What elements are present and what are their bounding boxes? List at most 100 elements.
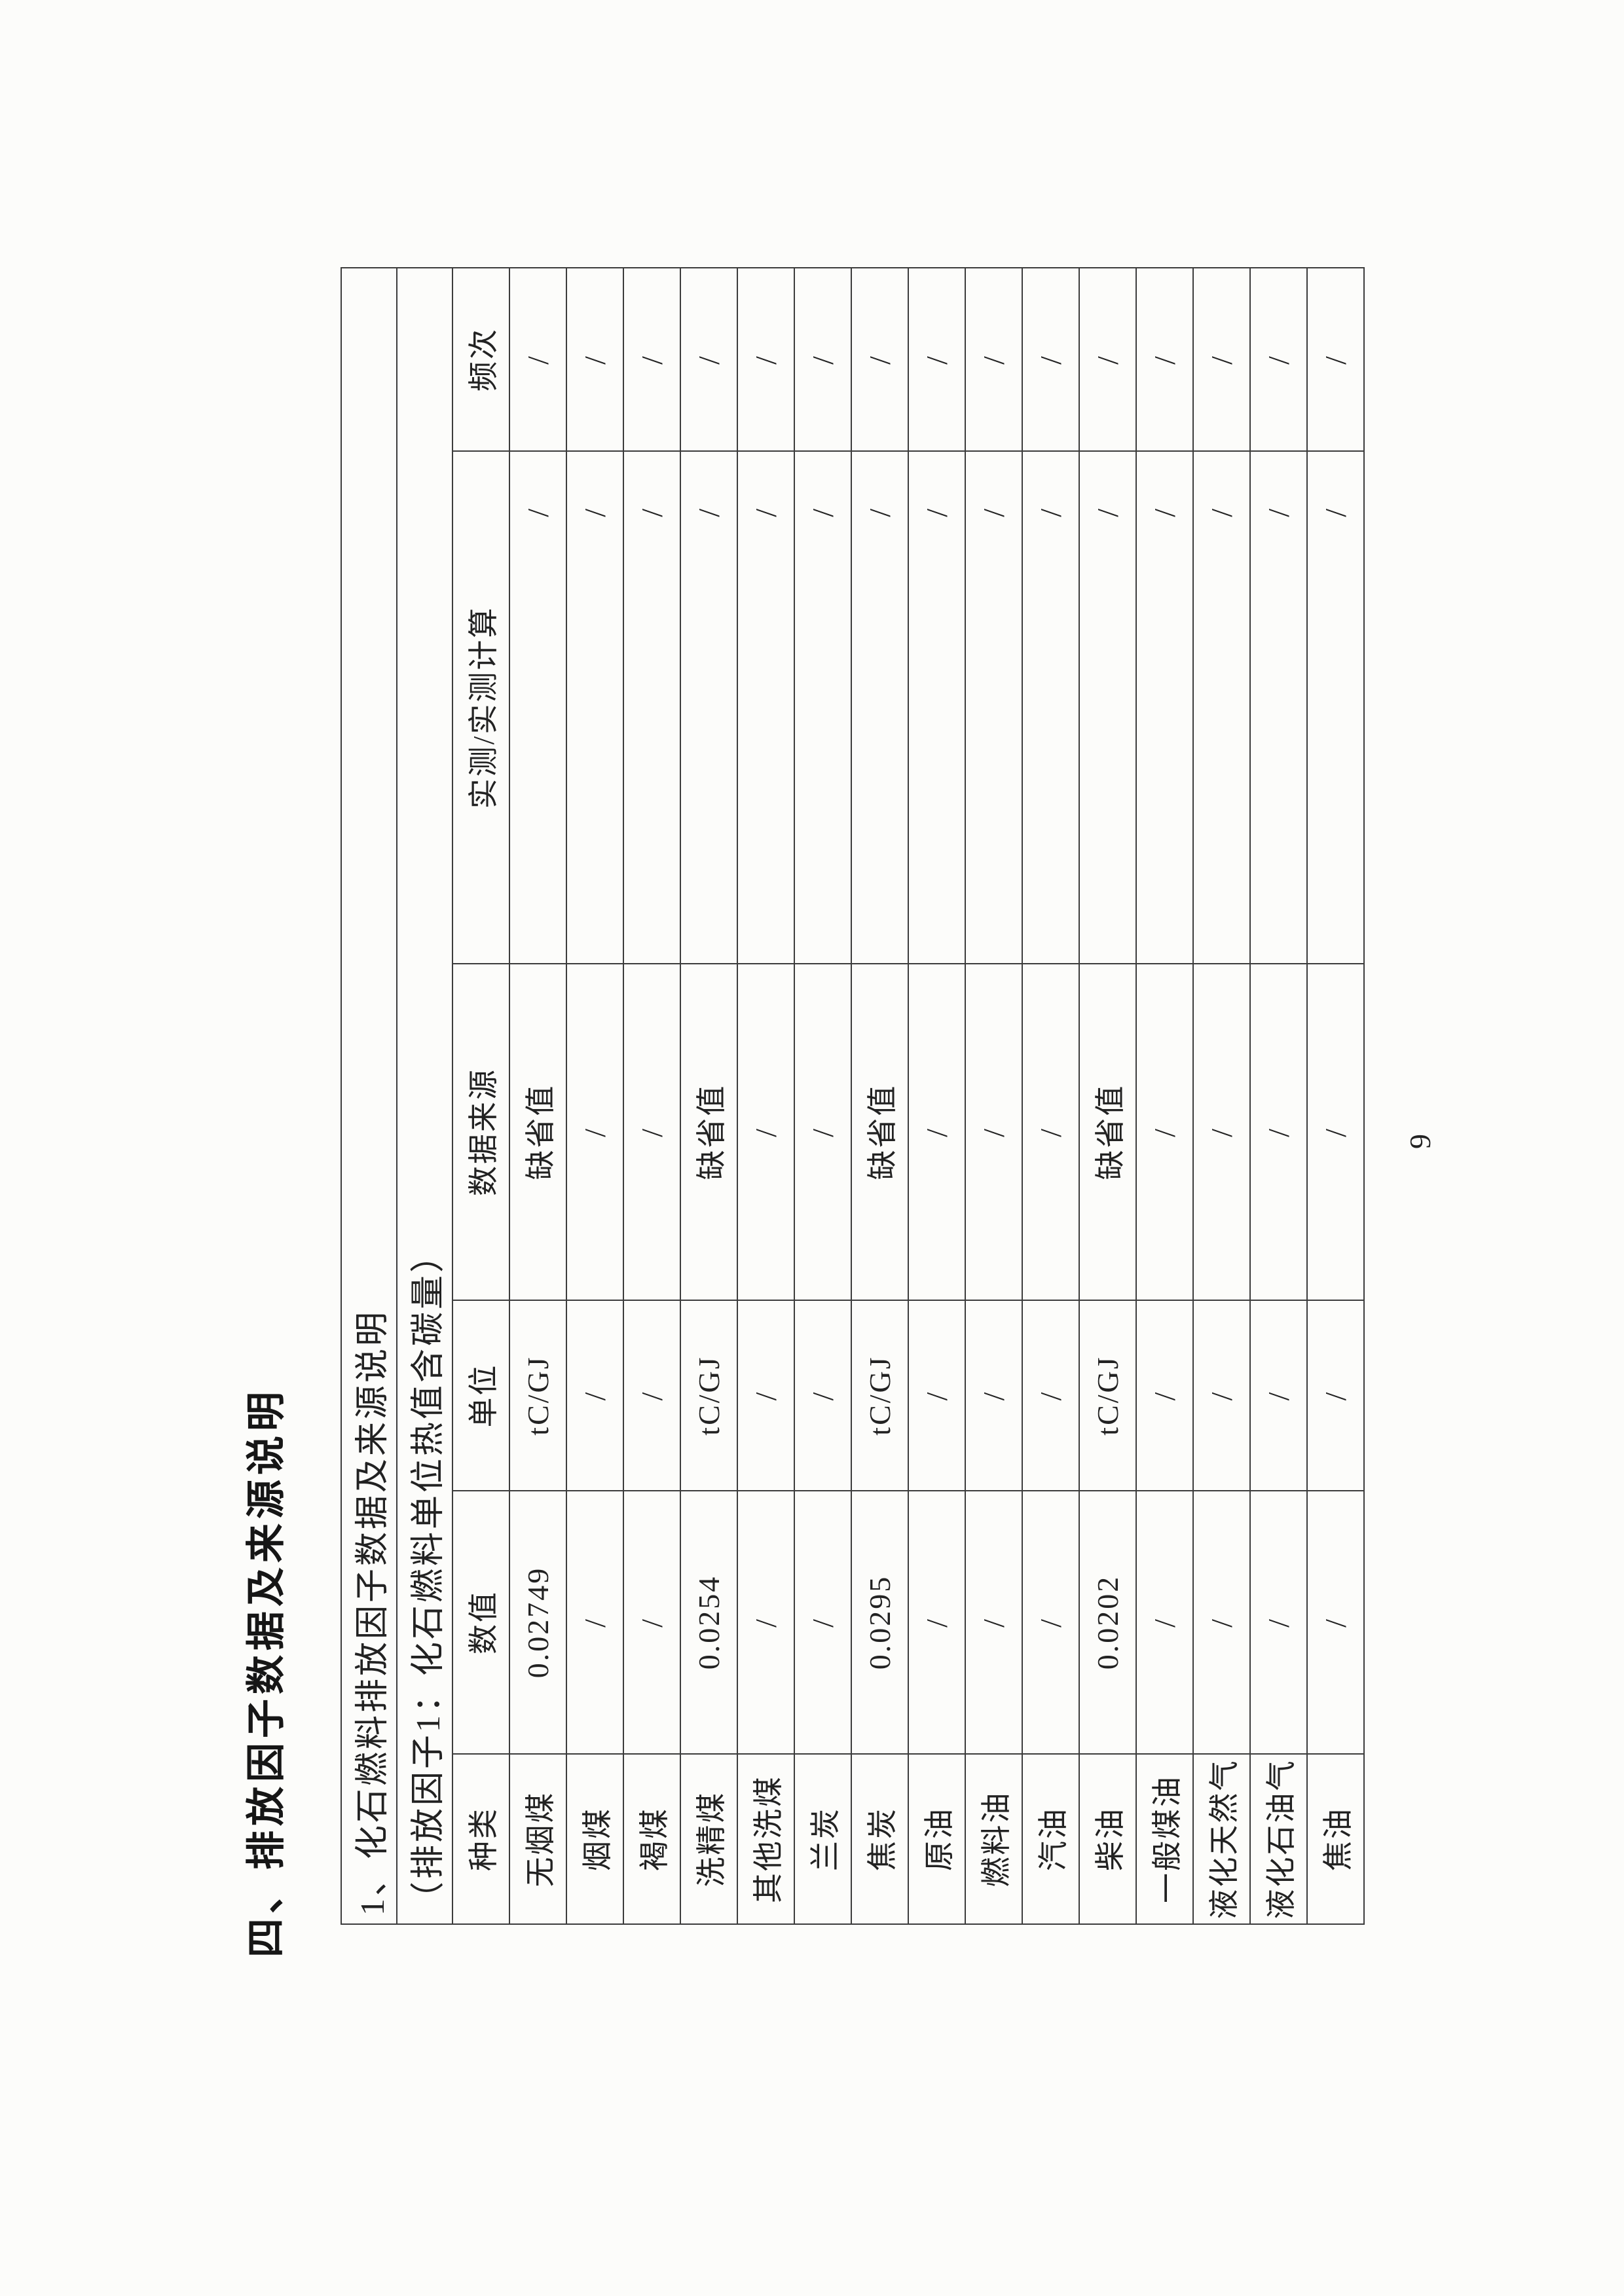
cell-source: 缺省值 (680, 964, 737, 1300)
cell-frequency: / (680, 267, 737, 451)
cell-frequency: / (566, 267, 623, 451)
cell-source: / (965, 964, 1022, 1300)
cell-unit: tC/GJ (680, 1300, 737, 1491)
section2-label: （排放因子1：化石燃料单位热值含碳量） (397, 267, 452, 1924)
cell-frequency: / (737, 267, 794, 451)
table-row: 原油 / / / / / (908, 267, 965, 1924)
table-row: 燃料油 / / / / / (965, 267, 1022, 1924)
cell-value: 0.0295 (851, 1491, 908, 1754)
cell-measured: / (1307, 451, 1364, 964)
cell-frequency: / (509, 267, 566, 451)
cell-source: / (1136, 964, 1193, 1300)
col-header-measured: 实测/实测计算 (452, 451, 509, 964)
table-row: 褐煤 / / / / / (623, 267, 680, 1924)
table-header-row: 种类 数值 单位 数据来源 实测/实测计算 频次 (452, 267, 509, 1924)
cell-source: / (794, 964, 851, 1300)
table-row: 一般煤油 / / / / / (1136, 267, 1193, 1924)
page-number: 9 (1403, 1134, 1437, 1149)
table-row: 汽油 / / / / / (1022, 267, 1079, 1924)
table-row: 洗精煤 0.0254 tC/GJ 缺省值 / / (680, 267, 737, 1924)
cell-unit: / (623, 1300, 680, 1491)
cell-unit: / (794, 1300, 851, 1491)
cell-value: 0.0254 (680, 1491, 737, 1754)
cell-unit: / (1193, 1300, 1250, 1491)
cell-frequency: / (965, 267, 1022, 451)
cell-type: 柴油 (1079, 1754, 1136, 1924)
cell-value: / (1193, 1491, 1250, 1754)
table-section-row-2: （排放因子1：化石燃料单位热值含碳量） (397, 267, 452, 1924)
cell-frequency: / (794, 267, 851, 451)
cell-source: / (737, 964, 794, 1300)
cell-source: / (908, 964, 965, 1300)
cell-measured: / (680, 451, 737, 964)
col-header-value: 数值 (452, 1491, 509, 1754)
cell-source: / (1022, 964, 1079, 1300)
cell-source: / (623, 964, 680, 1300)
cell-measured: / (623, 451, 680, 964)
cell-value: 0.02749 (509, 1491, 566, 1754)
cell-frequency: / (1307, 267, 1364, 451)
table-row: 烟煤 / / / / / (566, 267, 623, 1924)
cell-type: 洗精煤 (680, 1754, 737, 1924)
cell-type: 液化天然气 (1193, 1754, 1250, 1924)
cell-frequency: / (908, 267, 965, 451)
cell-unit: tC/GJ (851, 1300, 908, 1491)
cell-type: 汽油 (1022, 1754, 1079, 1924)
col-header-unit: 单位 (452, 1300, 509, 1491)
section1-label: 1、化石燃料排放因子数据及来源说明 (341, 267, 397, 1924)
cell-measured: / (509, 451, 566, 964)
cell-unit: / (737, 1300, 794, 1491)
cell-unit: / (566, 1300, 623, 1491)
cell-unit: / (1136, 1300, 1193, 1491)
cell-unit: / (1307, 1300, 1364, 1491)
cell-type: 兰炭 (794, 1754, 851, 1924)
cell-type: 焦炭 (851, 1754, 908, 1924)
table-section-row-1: 1、化石燃料排放因子数据及来源说明 (341, 267, 397, 1924)
cell-measured: / (1250, 451, 1307, 964)
cell-unit: / (965, 1300, 1022, 1491)
cell-value: / (566, 1491, 623, 1754)
table-row: 其他洗煤 / / / / / (737, 267, 794, 1924)
cell-frequency: / (1079, 267, 1136, 451)
cell-type: 原油 (908, 1754, 965, 1924)
cell-type: 焦油 (1307, 1754, 1364, 1924)
cell-measured: / (1193, 451, 1250, 964)
cell-measured: / (1079, 451, 1136, 964)
cell-frequency: / (1193, 267, 1250, 451)
cell-type: 褐煤 (623, 1754, 680, 1924)
cell-type: 一般煤油 (1136, 1754, 1193, 1924)
cell-measured: / (794, 451, 851, 964)
cell-frequency: / (1250, 267, 1307, 451)
col-header-frequency: 频次 (452, 267, 509, 451)
cell-unit: / (908, 1300, 965, 1491)
cell-type: 其他洗煤 (737, 1754, 794, 1924)
cell-measured: / (737, 451, 794, 964)
cell-type: 烟煤 (566, 1754, 623, 1924)
cell-unit: tC/GJ (1079, 1300, 1136, 1491)
cell-frequency: / (851, 267, 908, 451)
cell-measured: / (1136, 451, 1193, 964)
cell-source: 缺省值 (851, 964, 908, 1300)
cell-frequency: / (1022, 267, 1079, 451)
cell-source: 缺省值 (1079, 964, 1136, 1300)
cell-unit: / (1250, 1300, 1307, 1491)
cell-source: 缺省值 (509, 964, 566, 1300)
table-row: 液化石油气 / / / / / (1250, 267, 1307, 1924)
col-header-source: 数据来源 (452, 964, 509, 1300)
cell-measured: / (566, 451, 623, 964)
cell-value: / (737, 1491, 794, 1754)
cell-source: / (1250, 964, 1307, 1300)
cell-value: / (965, 1491, 1022, 1754)
table-row: 焦炭 0.0295 tC/GJ 缺省值 / / (851, 267, 908, 1924)
table-row: 兰炭 / / / / / (794, 267, 851, 1924)
table-row: 无烟煤 0.02749 tC/GJ 缺省值 / / (509, 267, 566, 1924)
cell-measured: / (908, 451, 965, 964)
cell-source: / (566, 964, 623, 1300)
cell-value: / (1136, 1491, 1193, 1754)
cell-value: / (908, 1491, 965, 1754)
cell-value: / (1022, 1491, 1079, 1754)
cell-value: / (623, 1491, 680, 1754)
cell-type: 燃料油 (965, 1754, 1022, 1924)
